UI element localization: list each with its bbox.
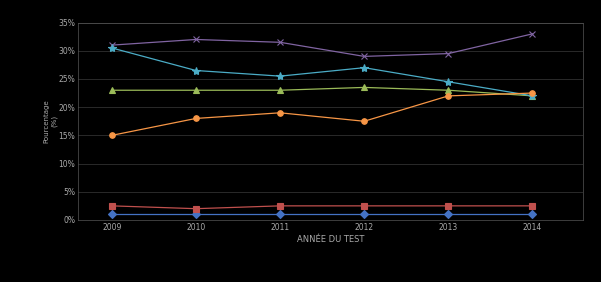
0-14 xyxy=(361,213,368,216)
30-39 xyxy=(361,55,368,58)
20-29 xyxy=(192,89,200,92)
20-29 xyxy=(361,86,368,89)
15-19 xyxy=(361,204,368,208)
40-49 xyxy=(361,66,368,69)
50+ xyxy=(192,117,200,120)
50+ xyxy=(529,91,536,95)
30-39 xyxy=(192,38,200,41)
40-49 xyxy=(108,46,115,50)
0-14 xyxy=(445,213,452,216)
50+ xyxy=(276,111,284,114)
X-axis label: ANNÉE DU TEST: ANNÉE DU TEST xyxy=(297,235,364,244)
40-49 xyxy=(445,80,452,83)
50+ xyxy=(445,94,452,98)
15-19 xyxy=(529,204,536,208)
50+ xyxy=(361,120,368,123)
Line: 20-29: 20-29 xyxy=(109,85,535,99)
30-39 xyxy=(529,32,536,36)
20-29 xyxy=(445,89,452,92)
Line: 0-14: 0-14 xyxy=(109,212,535,217)
30-39 xyxy=(445,52,452,55)
15-19 xyxy=(108,204,115,208)
0-14 xyxy=(276,213,284,216)
50+ xyxy=(108,134,115,137)
40-49 xyxy=(276,74,284,78)
15-19 xyxy=(276,204,284,208)
20-29 xyxy=(276,89,284,92)
0-14 xyxy=(108,213,115,216)
Line: 30-39: 30-39 xyxy=(108,30,536,60)
0-14 xyxy=(529,213,536,216)
40-49 xyxy=(529,94,536,98)
Line: 50+: 50+ xyxy=(109,90,535,138)
Line: 40-49: 40-49 xyxy=(108,44,537,100)
15-19 xyxy=(445,204,452,208)
Line: 15-19: 15-19 xyxy=(109,203,535,212)
Y-axis label: Pourcentage
(%): Pourcentage (%) xyxy=(44,100,57,143)
20-29 xyxy=(108,89,115,92)
40-49 xyxy=(192,69,200,72)
20-29 xyxy=(529,94,536,98)
30-39 xyxy=(276,41,284,44)
30-39 xyxy=(108,43,115,47)
0-14 xyxy=(192,213,200,216)
15-19 xyxy=(192,207,200,210)
